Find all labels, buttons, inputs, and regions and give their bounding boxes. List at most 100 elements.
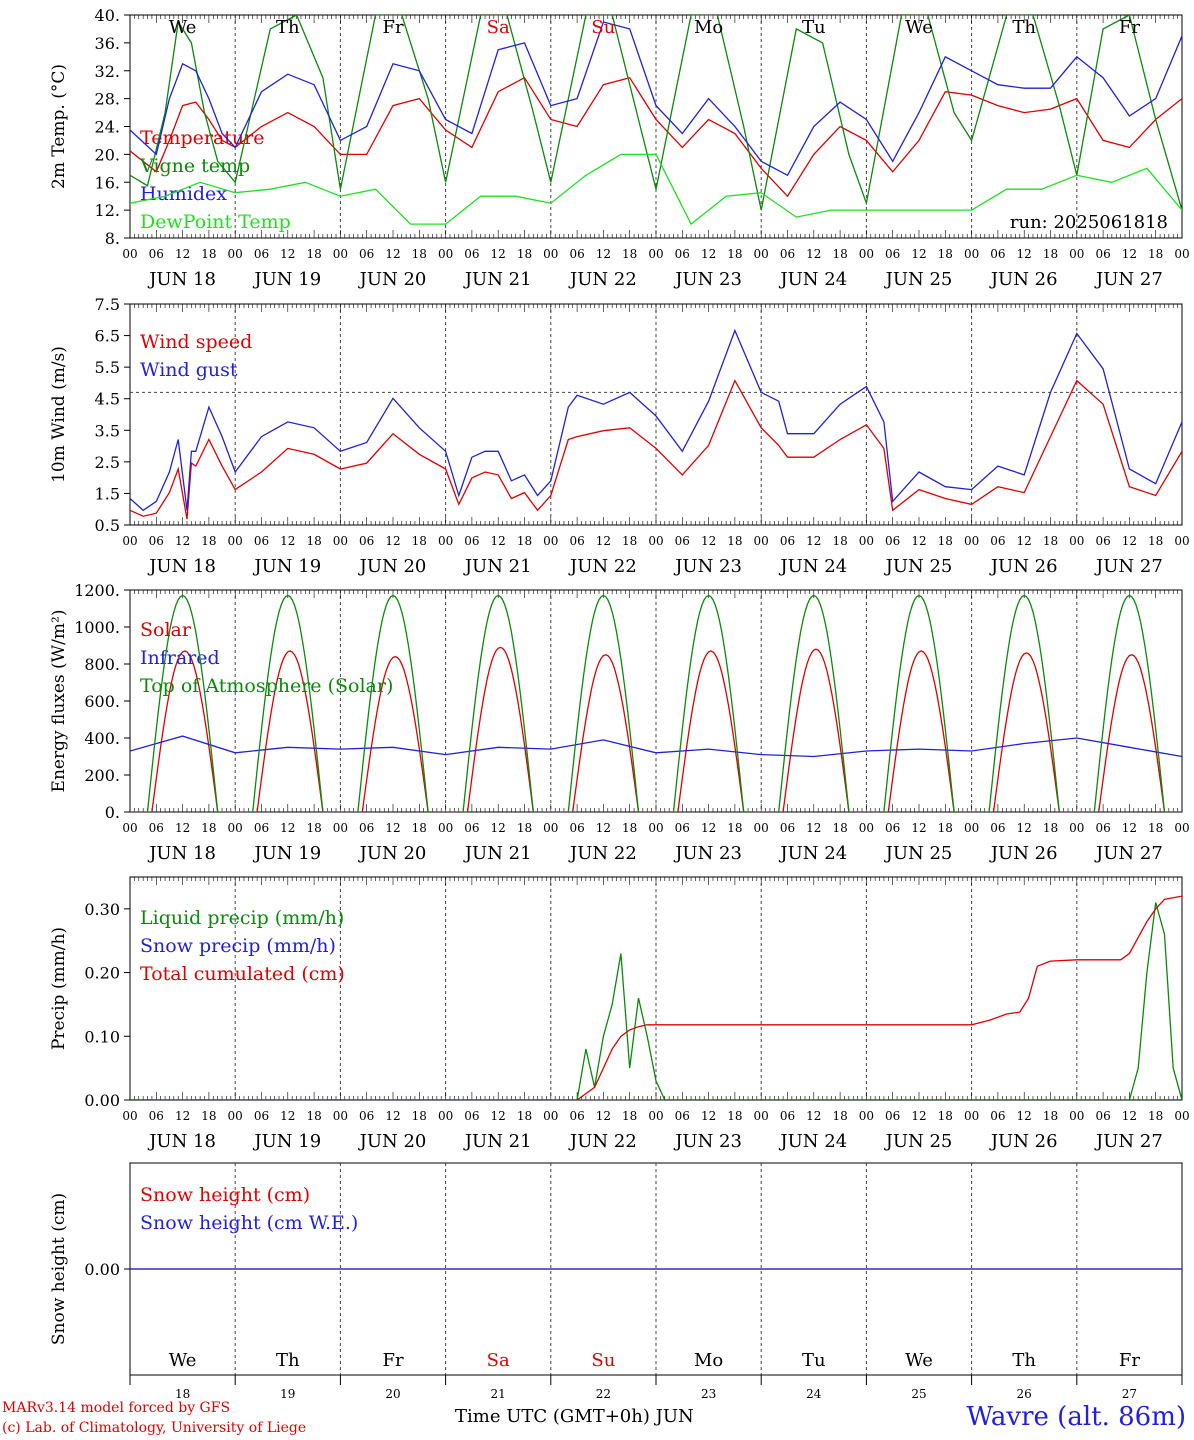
hour-label: 18 <box>1043 1109 1058 1123</box>
legend-entry: Wind speed <box>140 331 252 353</box>
hour-label: 18 <box>1148 821 1163 835</box>
hour-label: 12 <box>701 1109 716 1123</box>
hour-label: 06 <box>885 534 900 548</box>
hour-label: 00 <box>333 1109 348 1123</box>
hour-label: 06 <box>569 821 584 835</box>
hour-label: 12 <box>385 247 400 261</box>
hour-label: 06 <box>780 534 795 548</box>
y-tick-label: 1000. <box>74 618 120 637</box>
series-line-temperature <box>130 76 1182 198</box>
legend-entry: Total cumulated (cm) <box>140 963 345 985</box>
legend-entry: Infrared <box>140 647 220 669</box>
weekday-label-top: Th <box>1012 17 1036 38</box>
y-tick-label: 0.00 <box>84 1091 120 1110</box>
hour-label: 06 <box>780 821 795 835</box>
y-axis-label: 10m Wind (m/s) <box>49 346 69 483</box>
date-label: JUN 25 <box>884 843 953 864</box>
legend-entry: Vigne temp <box>139 155 250 177</box>
date-label: JUN 26 <box>989 556 1058 577</box>
date-label: JUN 21 <box>463 843 532 864</box>
date-label: JUN 26 <box>989 1131 1058 1152</box>
hour-label: 06 <box>1095 247 1110 261</box>
date-label: JUN 24 <box>778 269 847 290</box>
y-tick-label: 28. <box>95 90 120 109</box>
y-tick-label: 32. <box>95 62 120 81</box>
date-label: JUN 24 <box>778 843 847 864</box>
weekday-label-bottom: Fr <box>1119 1350 1140 1371</box>
legend-entry: DewPoint Temp <box>140 211 291 233</box>
hour-label: 00 <box>1069 534 1084 548</box>
weekday-label-top: Th <box>276 17 300 38</box>
date-label: JUN 18 <box>147 556 216 577</box>
hour-label: 00 <box>543 821 558 835</box>
y-tick-label: 0.30 <box>84 900 120 919</box>
hour-label: 00 <box>754 1109 769 1123</box>
hour-label: 18 <box>306 821 321 835</box>
hour-label: 12 <box>1122 534 1137 548</box>
hour-label: 00 <box>438 247 453 261</box>
hour-label: 00 <box>648 534 663 548</box>
hour-label: 06 <box>675 1109 690 1123</box>
hour-label: 06 <box>675 534 690 548</box>
legend-entry: Liquid precip (mm/h) <box>140 907 344 929</box>
hour-label: 06 <box>675 821 690 835</box>
legend-entry: Snow height (cm W.E.) <box>140 1212 358 1234</box>
hour-label: 06 <box>464 821 479 835</box>
hour-label: 12 <box>596 247 611 261</box>
weekday-label-bottom: Th <box>276 1350 300 1371</box>
legend-entry: Solar <box>140 619 192 641</box>
series-line-infrared <box>130 735 1182 758</box>
hour-label: 00 <box>648 1109 663 1123</box>
hour-label: 06 <box>990 534 1005 548</box>
legend-entry: Temperature <box>140 127 264 149</box>
weekday-label-top: We <box>169 17 197 38</box>
day-number-label: 21 <box>491 1387 506 1401</box>
hour-label: 12 <box>596 534 611 548</box>
hour-label: 18 <box>306 247 321 261</box>
series-line-wind-speed <box>130 379 1182 520</box>
weekday-label-top: Sa <box>487 17 510 38</box>
hour-label: 00 <box>1174 1109 1189 1123</box>
hour-label: 12 <box>385 821 400 835</box>
station-title: Wavre (alt. 86m) <box>966 1402 1186 1432</box>
weekday-label-bottom: Tu <box>802 1350 826 1371</box>
y-tick-label: 6.5 <box>95 327 120 346</box>
date-label: JUN 19 <box>252 843 321 864</box>
date-label: JUN 27 <box>1094 1131 1163 1152</box>
hour-label: 06 <box>780 247 795 261</box>
y-tick-label: 200. <box>84 766 120 785</box>
hour-label: 12 <box>911 1109 926 1123</box>
day-number-label: 20 <box>385 1387 400 1401</box>
date-label: JUN 18 <box>147 269 216 290</box>
hour-label: 06 <box>359 1109 374 1123</box>
legend-entry: Humidex <box>140 183 227 205</box>
hour-label: 12 <box>385 534 400 548</box>
hour-label: 12 <box>806 1109 821 1123</box>
hour-label: 00 <box>438 821 453 835</box>
weekday-label-bottom: We <box>905 1350 933 1371</box>
hour-label: 06 <box>990 821 1005 835</box>
series-line-wind-gust <box>130 328 1182 512</box>
x-axis-title: Time UTC (GMT+0h) JUN <box>455 1406 694 1427</box>
hour-label: 18 <box>622 534 637 548</box>
hour-label: 12 <box>1017 821 1032 835</box>
date-label: JUN 27 <box>1094 269 1163 290</box>
hour-label: 12 <box>175 247 190 261</box>
hour-label: 12 <box>280 1109 295 1123</box>
hour-label: 00 <box>333 534 348 548</box>
date-label: JUN 22 <box>568 843 637 864</box>
hour-label: 00 <box>543 534 558 548</box>
hour-label: 12 <box>806 534 821 548</box>
hour-label: 12 <box>491 247 506 261</box>
y-tick-label: 24. <box>95 118 120 137</box>
hour-label: 12 <box>1122 1109 1137 1123</box>
hour-label: 00 <box>122 1109 137 1123</box>
hour-label: 00 <box>122 247 137 261</box>
hour-label: 18 <box>1148 1109 1163 1123</box>
y-tick-label: 8. <box>105 229 120 248</box>
weekday-label-bottom: Sa <box>487 1350 510 1371</box>
day-number-label: 18 <box>175 1387 190 1401</box>
series-line-humidex <box>130 21 1182 177</box>
hour-label: 00 <box>859 821 874 835</box>
